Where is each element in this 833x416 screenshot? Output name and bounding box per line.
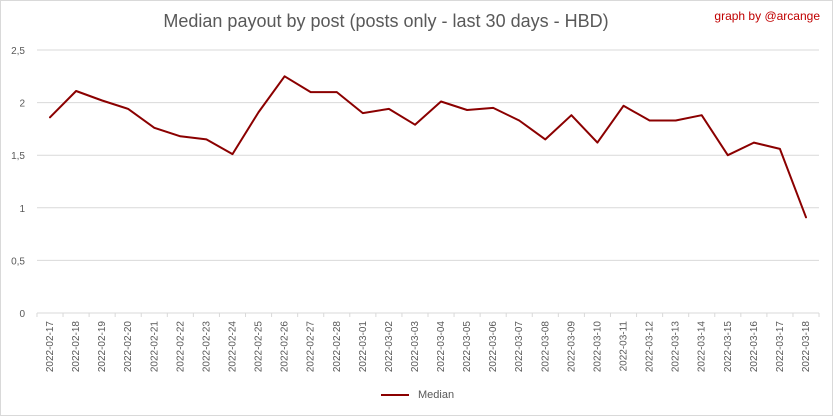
x-tick-label: 2022-02-28: [332, 321, 343, 373]
data-point: [648, 119, 651, 122]
x-tick-label: 2022-03-17: [775, 321, 786, 373]
data-point: [466, 109, 468, 111]
data-point: [805, 216, 807, 219]
x-tick-label: 2022-03-04: [436, 321, 447, 373]
data-point: [440, 100, 442, 103]
x-tick-label: 2022-02-23: [201, 321, 212, 373]
data-point: [674, 119, 677, 122]
data-point: [127, 108, 130, 110]
x-tick-label: 2022-03-13: [671, 321, 682, 373]
x-tick-label: 2022-03-12: [645, 321, 656, 373]
x-tick-label: 2022-03-15: [723, 321, 734, 373]
data-point: [544, 138, 547, 141]
x-tick-label: 2022-02-17: [45, 321, 56, 373]
legend-swatch: [380, 394, 409, 397]
data-point: [205, 138, 208, 141]
data-point: [779, 148, 781, 150]
x-tick-label: 2022-03-07: [514, 321, 525, 373]
credit-text: graph by @arcange: [714, 9, 820, 23]
x-tick-label: 2022-03-06: [488, 321, 499, 373]
data-point: [518, 119, 521, 122]
data-point: [179, 135, 182, 138]
data-point: [335, 91, 338, 93]
x-tick-label: 2022-03-18: [801, 321, 812, 373]
x-tick-label: 2022-03-02: [384, 321, 395, 373]
x-tick-label: 2022-02-25: [254, 321, 265, 373]
data-point: [101, 99, 103, 102]
data-point: [257, 111, 260, 113]
x-tick-label: 2022-02-20: [123, 321, 134, 373]
data-point: [700, 114, 703, 117]
data-point: [309, 91, 312, 93]
x-tick-label: 2022-02-27: [306, 321, 317, 373]
y-tick-label: 0: [19, 309, 25, 320]
legend: Median: [1, 389, 832, 402]
x-tick-label: 2022-03-03: [410, 321, 421, 373]
data-point: [283, 75, 286, 78]
data-point: [231, 153, 234, 155]
data-point: [570, 114, 573, 117]
y-tick-label: 1: [19, 204, 25, 215]
x-tick-label: 2022-02-21: [149, 321, 160, 373]
data-point: [388, 108, 390, 110]
data-point: [75, 90, 77, 92]
data-point: [153, 127, 156, 129]
data-point: [49, 116, 51, 119]
x-tick-label: 2022-03-01: [358, 321, 369, 373]
x-tick-label: 2022-02-22: [175, 321, 186, 373]
x-tick-label: 2022-03-08: [540, 321, 551, 373]
series-line-median: [49, 75, 807, 219]
data-point: [362, 112, 364, 114]
data-point: [753, 141, 755, 144]
data-point: [726, 154, 729, 156]
y-tick-label: 2,5: [11, 46, 25, 57]
x-tick-label: 2022-02-19: [97, 321, 108, 373]
data-point: [622, 104, 625, 107]
x-tick-label: 2022-03-11: [619, 321, 630, 372]
legend-label: Median: [417, 389, 455, 402]
x-tick-label: 2022-03-14: [697, 321, 708, 373]
data-point: [596, 141, 599, 144]
y-tick-label: 1,5: [11, 151, 25, 162]
data-point: [414, 123, 416, 126]
x-tick-label: 2022-03-16: [749, 321, 760, 373]
chart-title: Median payout by post (posts only - last…: [163, 11, 609, 31]
x-tick-label: 2022-03-09: [566, 321, 577, 373]
y-tick-label: 0,5: [11, 256, 25, 267]
x-tick-label: 2022-02-18: [71, 321, 82, 373]
x-tick-label: 2022-03-05: [462, 321, 473, 373]
x-tick-label: 2022-02-26: [280, 321, 291, 373]
y-tick-label: 2: [19, 99, 25, 110]
x-tick-label: 2022-03-10: [592, 321, 603, 373]
data-point: [492, 107, 494, 109]
x-tick-label: 2022-02-24: [227, 321, 238, 373]
